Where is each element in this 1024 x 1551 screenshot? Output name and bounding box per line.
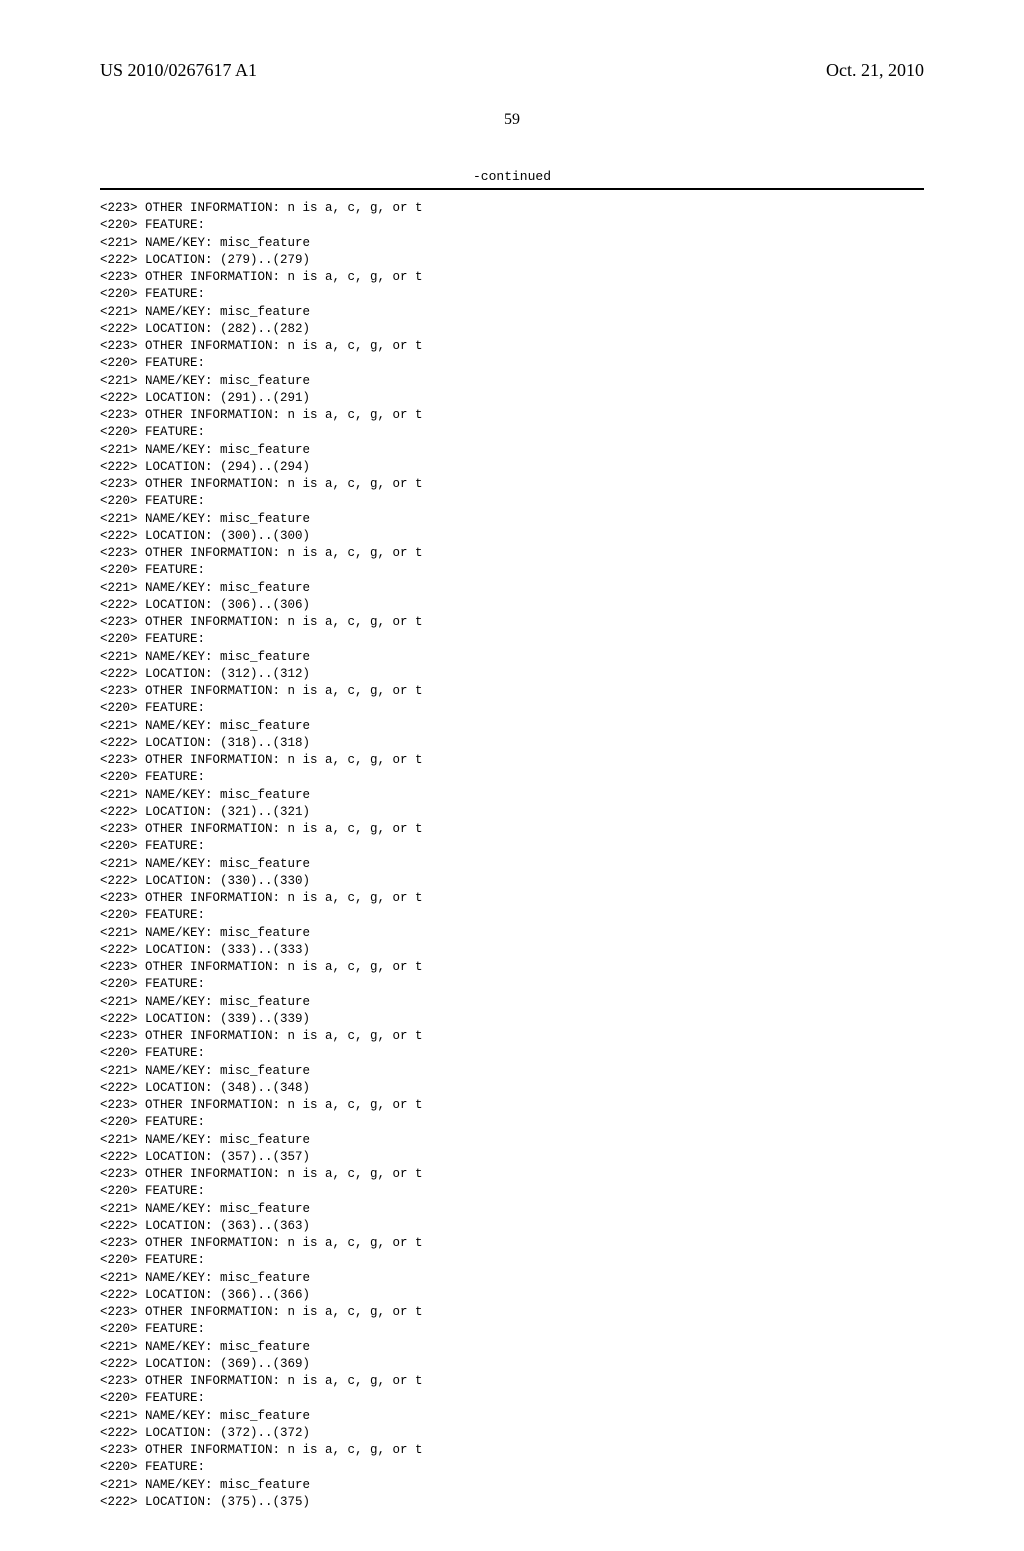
- sequence-listing: <223> OTHER INFORMATION: n is a, c, g, o…: [100, 200, 924, 1511]
- divider-top: [100, 188, 924, 190]
- page-container: US 2010/0267617 A1 Oct. 21, 2010 59 -con…: [0, 0, 1024, 1551]
- publication-number: US 2010/0267617 A1: [100, 60, 257, 81]
- publication-date: Oct. 21, 2010: [826, 60, 924, 81]
- page-number: 59: [100, 111, 924, 129]
- continued-label: -continued: [100, 169, 924, 184]
- page-header: US 2010/0267617 A1 Oct. 21, 2010: [100, 60, 924, 81]
